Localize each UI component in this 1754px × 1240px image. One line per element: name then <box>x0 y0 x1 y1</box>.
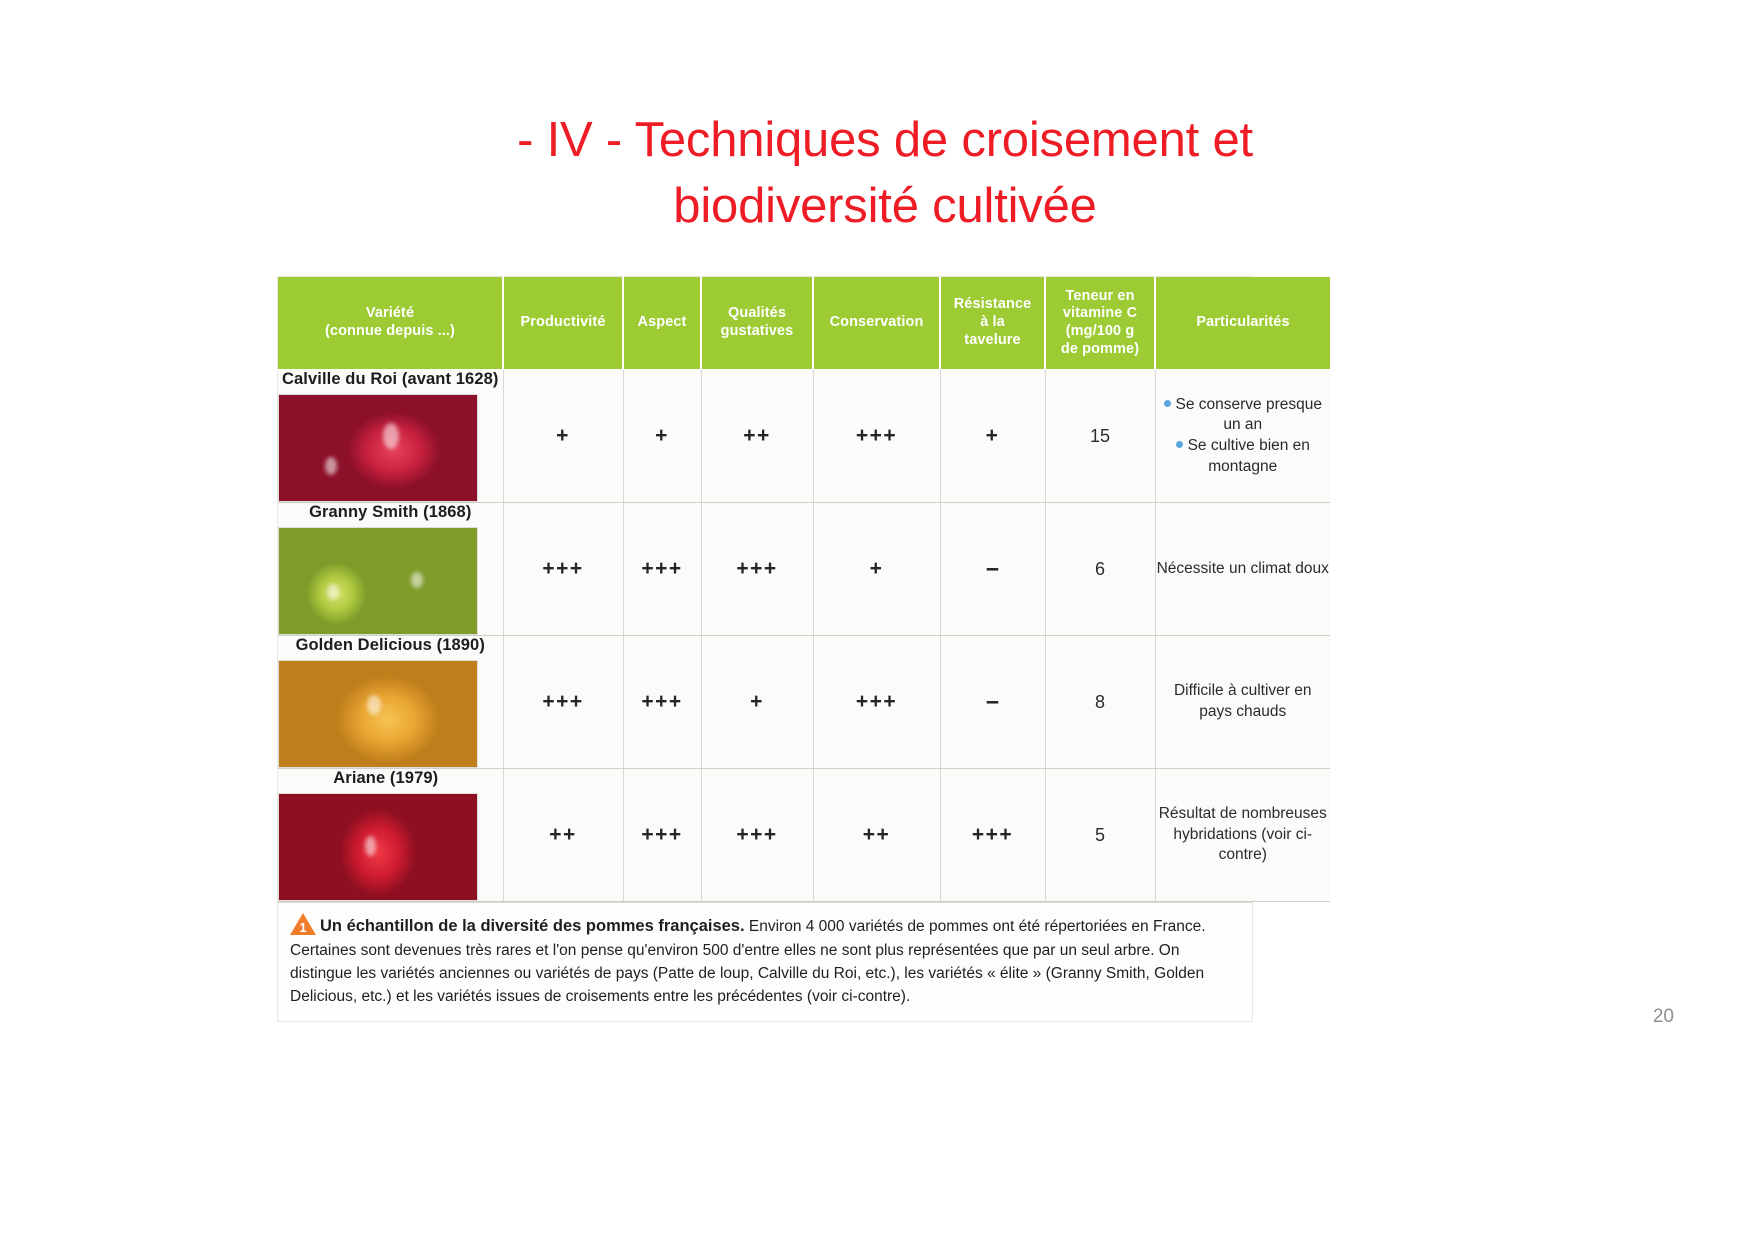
cell-aspect: +++ <box>623 635 702 769</box>
variety-name: Ariane (1979) <box>333 769 439 787</box>
cell-productivite: +++ <box>503 502 624 636</box>
cell-particularites: Nécessite un climat doux <box>1155 502 1330 636</box>
cell-resistance: − <box>940 635 1046 769</box>
variety-name: Golden Delicious (1890) <box>295 636 485 654</box>
caption-marker-number: 1 <box>299 920 307 935</box>
cell-qualites-gustatives: +++ <box>701 768 814 902</box>
table-row: Ariane (1979) ++ +++ +++ ++ +++ 5 Résult… <box>278 768 1330 902</box>
cell-vitamine-c: 6 <box>1045 502 1156 636</box>
column-header-aspect: Aspect <box>623 277 702 370</box>
variety-name: Calville du Roi (avant 1628) <box>282 370 499 388</box>
column-header-teneur-vitamine-c: Teneur en vitamine C (mg/100 g de pomme) <box>1045 277 1156 370</box>
column-header-resistance-tavelure: Résistance à la tavelure <box>940 277 1046 370</box>
cell-qualites-gustatives: +++ <box>701 502 814 636</box>
page-title: - IV - Techniques de croisement et biodi… <box>220 108 1550 239</box>
list-item: Se conserve presque un an <box>1156 395 1331 436</box>
cell-productivite: ++ <box>503 768 624 902</box>
variety-cell-golden-delicious: Golden Delicious (1890) <box>278 635 504 769</box>
caption-lead: Un échantillon de la diversité des pomme… <box>320 917 745 935</box>
cell-productivite: +++ <box>503 635 624 769</box>
cell-vitamine-c: 15 <box>1045 369 1156 503</box>
cell-particularites: Se conserve presque un an Se cultive bie… <box>1155 369 1331 503</box>
variety-cell-granny-smith: Granny Smith (1868) <box>278 502 504 636</box>
variety-cell-calville: Calville du Roi (avant 1628) <box>278 369 504 503</box>
cell-vitamine-c: 5 <box>1045 768 1156 902</box>
table-header-row: Variété (connue depuis ...) Productivité… <box>278 277 1330 370</box>
cell-conservation: +++ <box>813 369 941 503</box>
page-number: 20 <box>1652 1006 1674 1027</box>
table-row: Golden Delicious (1890) +++ +++ + +++ − … <box>278 635 1330 769</box>
green-apples-on-tree-photo <box>278 527 478 635</box>
red-apple-in-orchard-photo <box>278 793 478 901</box>
title-line-2: biodiversité cultivée <box>673 178 1097 233</box>
column-header-productivite: Productivité <box>503 277 624 370</box>
cell-resistance: − <box>940 502 1046 636</box>
cell-qualites-gustatives: + <box>701 635 814 769</box>
figure-caption: 1 Un échantillon de la diversité des pom… <box>278 902 1252 1021</box>
cell-vitamine-c: 8 <box>1045 635 1156 769</box>
column-header-qualites-gustatives: Qualités gustatives <box>701 277 814 370</box>
caption-marker-triangle-icon: 1 <box>290 913 316 935</box>
cell-resistance: + <box>940 369 1046 503</box>
cell-particularites: Difficile à cultiver en pays chauds <box>1155 635 1330 769</box>
table-row: Granny Smith (1868) +++ +++ +++ + − 6 Né… <box>278 502 1330 636</box>
variety-cell-ariane: Ariane (1979) <box>278 768 504 902</box>
cell-resistance: +++ <box>940 768 1046 902</box>
cell-aspect: +++ <box>623 502 702 636</box>
column-header-conservation: Conservation <box>813 277 941 370</box>
cell-aspect: +++ <box>623 768 702 902</box>
particularites-list: Se conserve presque un an Se cultive bie… <box>1156 395 1331 477</box>
apple-varieties-table: Variété (connue depuis ...) Productivité… <box>278 277 1330 902</box>
cell-particularites: Résultat de nombreuses hybridations (voi… <box>1155 768 1330 902</box>
cell-productivite: + <box>503 369 624 503</box>
cell-conservation: +++ <box>813 635 941 769</box>
bullet-dot-icon <box>1163 399 1171 407</box>
column-header-particularites: Particularités <box>1155 277 1330 370</box>
table-body: Calville du Roi (avant 1628) + + ++ +++ … <box>278 369 1331 902</box>
apple-varieties-figure: Variété (connue depuis ...) Productivité… <box>278 277 1330 1021</box>
cell-qualites-gustatives: ++ <box>701 369 814 503</box>
bullet-dot-icon <box>1175 441 1183 448</box>
cell-aspect: + <box>623 369 702 503</box>
title-line-1: - IV - Techniques de croisement et <box>517 113 1253 167</box>
table-header: Variété (connue depuis ...) Productivité… <box>278 277 1330 370</box>
list-item: Se cultive bien en montagne <box>1156 436 1331 477</box>
column-header-variete: Variété (connue depuis ...) <box>278 277 504 370</box>
caption-body: Environ 4 000 variétés de pommes ont été… <box>290 918 1206 1006</box>
cell-conservation: ++ <box>813 768 941 902</box>
red-apples-on-branch-photo <box>278 394 478 502</box>
yellow-apple-on-tree-photo <box>278 660 478 768</box>
table-row: Calville du Roi (avant 1628) + + ++ +++ … <box>278 369 1331 503</box>
cell-conservation: + <box>813 502 941 636</box>
variety-name: Granny Smith (1868) <box>309 503 472 521</box>
